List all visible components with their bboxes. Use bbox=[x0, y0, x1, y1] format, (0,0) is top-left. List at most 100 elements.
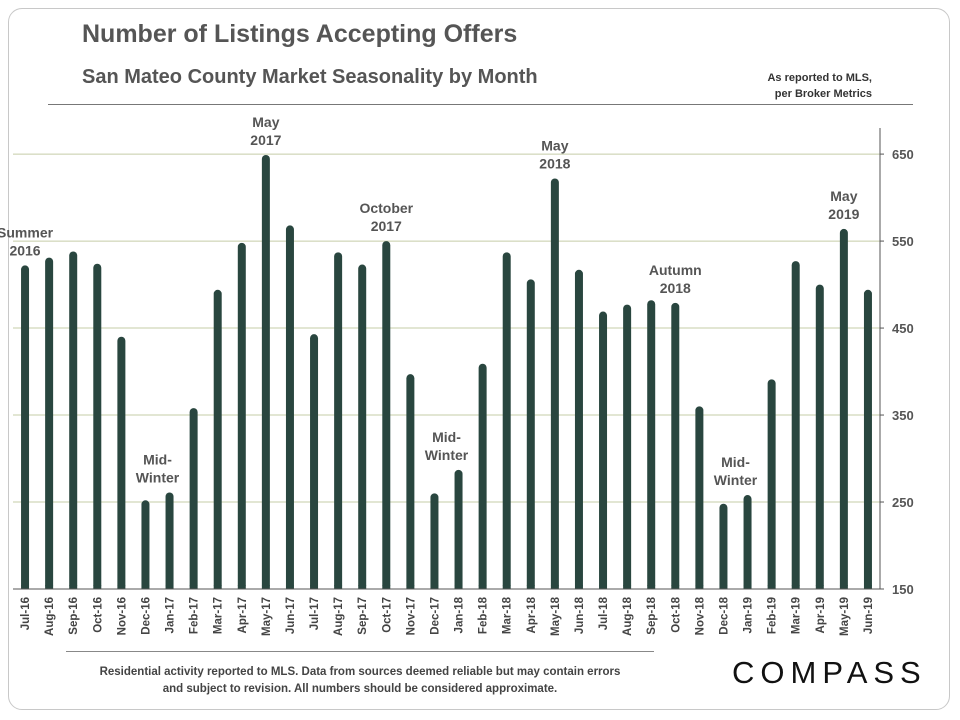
bar bbox=[839, 228, 848, 589]
x-tick-label: Dec-18 bbox=[718, 596, 730, 634]
compass-logo: COMPASS bbox=[732, 655, 927, 690]
chart-title: Number of Listings Accepting Offers bbox=[82, 20, 518, 48]
bar-base bbox=[406, 585, 415, 589]
footer-divider bbox=[66, 651, 654, 652]
bar bbox=[791, 261, 800, 589]
bar bbox=[623, 304, 632, 589]
bar-base bbox=[478, 585, 487, 589]
bar-base bbox=[382, 585, 391, 589]
bar-base bbox=[815, 585, 824, 589]
bar-base bbox=[93, 585, 102, 589]
bar-base bbox=[719, 585, 728, 589]
x-tick-label: Nov-16 bbox=[116, 597, 128, 635]
x-tick-label: Mar-17 bbox=[213, 597, 225, 634]
bar-base bbox=[237, 585, 246, 589]
x-tick-label: Jan-19 bbox=[743, 597, 755, 633]
bar bbox=[743, 495, 752, 589]
bar-base bbox=[141, 585, 150, 589]
x-tick-label: May-17 bbox=[261, 597, 273, 636]
bar bbox=[671, 302, 680, 589]
bar-base bbox=[743, 585, 752, 589]
x-tick-label: May-19 bbox=[839, 597, 851, 636]
x-tick-label: Dec-16 bbox=[140, 597, 152, 635]
bar-base bbox=[550, 585, 559, 589]
bar-base bbox=[165, 585, 174, 589]
bar-base bbox=[334, 585, 343, 589]
y-tick-label: 350 bbox=[892, 408, 914, 423]
bar bbox=[310, 334, 319, 589]
bar-base bbox=[671, 585, 680, 589]
x-tick-label: Aug-16 bbox=[44, 597, 56, 636]
bar bbox=[454, 469, 463, 589]
bar-base bbox=[213, 585, 222, 589]
bar bbox=[550, 178, 559, 590]
bar bbox=[406, 374, 415, 589]
bar-base bbox=[767, 585, 776, 589]
annotation-label: Summer bbox=[0, 224, 54, 240]
bar-base bbox=[358, 585, 367, 589]
annotation-label: Mid- bbox=[721, 454, 750, 470]
bar bbox=[141, 500, 150, 589]
annotation-label: 2019 bbox=[828, 206, 859, 222]
x-tick-label: Apr-17 bbox=[237, 597, 249, 633]
y-tick-label: 650 bbox=[892, 147, 914, 162]
annotation-label: Winter bbox=[714, 472, 758, 488]
bar bbox=[213, 289, 222, 589]
bar bbox=[45, 257, 54, 589]
bar-base bbox=[599, 585, 608, 589]
x-tick-label: Jan-17 bbox=[165, 597, 177, 633]
annotation-label: October bbox=[359, 200, 413, 216]
bar-base bbox=[117, 585, 126, 589]
bar bbox=[382, 241, 391, 589]
annotation-label: May bbox=[830, 188, 857, 204]
x-tick-label: Sep-18 bbox=[646, 596, 658, 634]
annotation-label: Mid- bbox=[432, 429, 461, 445]
source-note-line-1: As reported to MLS, bbox=[767, 72, 872, 84]
annotation-label: Winter bbox=[136, 469, 180, 485]
y-tick-label: 250 bbox=[892, 495, 914, 510]
bar bbox=[695, 406, 704, 589]
bar-base bbox=[623, 585, 632, 589]
bar bbox=[93, 263, 102, 589]
x-tick-label: Feb-19 bbox=[767, 597, 779, 634]
bar bbox=[647, 300, 656, 589]
annotation-label: 2017 bbox=[371, 218, 402, 234]
x-tick-label: Aug-18 bbox=[622, 596, 634, 636]
x-tick-label: Sep-17 bbox=[357, 597, 369, 635]
x-tick-label: Jul-16 bbox=[20, 597, 32, 630]
bar-base bbox=[69, 585, 78, 589]
annotation-label: Winter bbox=[425, 447, 469, 463]
slide-frame bbox=[8, 8, 950, 710]
bar bbox=[165, 492, 174, 589]
bar bbox=[358, 264, 367, 589]
bar bbox=[69, 251, 78, 589]
annotations: Summer 2016 Mid- Winter May 2017 October 2017 Mi… bbox=[0, 114, 860, 488]
x-tick-label: Oct-17 bbox=[381, 597, 393, 633]
disclaimer-line-1: Residential activity reported to MLS. Da… bbox=[99, 666, 621, 678]
x-tick-label: Oct-18 bbox=[670, 596, 682, 632]
x-tick-label: Apr-19 bbox=[815, 597, 827, 633]
bar bbox=[189, 408, 198, 589]
bar bbox=[815, 284, 824, 589]
y-tick-label: 150 bbox=[892, 582, 914, 597]
x-tick-label: Feb-17 bbox=[189, 597, 201, 634]
bar bbox=[863, 289, 872, 589]
x-tick-label: Dec-17 bbox=[429, 597, 441, 635]
x-tick-label: Jan-18 bbox=[454, 596, 466, 633]
annotation-label: May bbox=[252, 114, 279, 130]
bar-base bbox=[839, 585, 848, 589]
bar bbox=[285, 225, 294, 589]
bar bbox=[502, 252, 511, 589]
bar-base bbox=[791, 585, 800, 589]
bar-base bbox=[454, 585, 463, 589]
annotation-label: 2018 bbox=[660, 280, 691, 296]
bar bbox=[117, 336, 126, 589]
x-tick-label: Mar-19 bbox=[791, 597, 803, 634]
annotation-label: 2017 bbox=[250, 132, 281, 148]
axes: 150 250 350 450 550 650 Jul-16 Aug-16 Sep-16 Oct-… bbox=[13, 128, 914, 636]
bar-base bbox=[430, 585, 439, 589]
bar bbox=[526, 279, 535, 589]
bar bbox=[334, 252, 343, 589]
chart-subtitle: San Mateo County Market Seasonality by M… bbox=[82, 66, 538, 88]
